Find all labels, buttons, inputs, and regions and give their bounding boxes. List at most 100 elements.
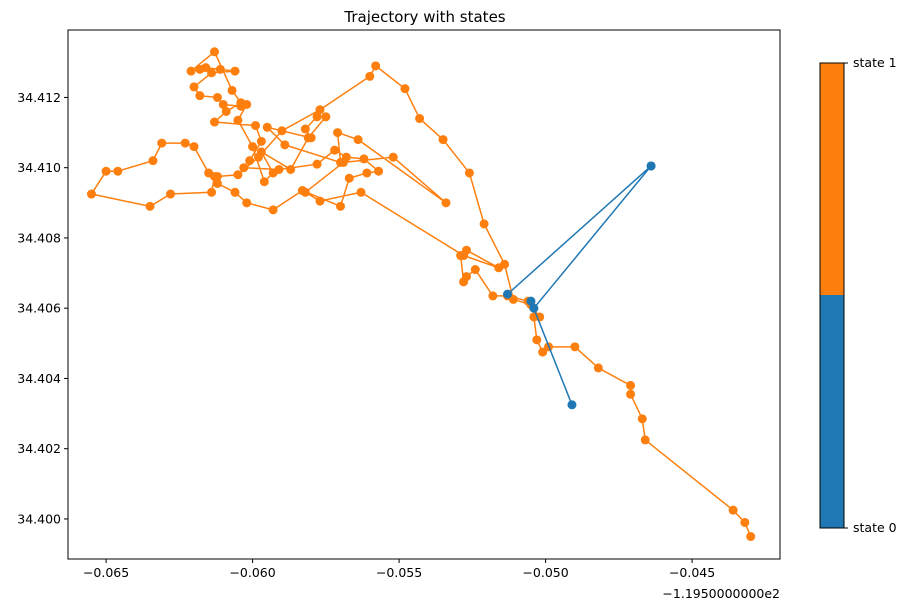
state1-point <box>180 138 190 148</box>
state1-point <box>335 201 345 211</box>
state1-point <box>248 142 258 152</box>
state1-point <box>195 64 205 74</box>
state1-point <box>303 133 313 143</box>
state1-point <box>297 186 307 196</box>
state0-point <box>526 296 536 306</box>
state1-point <box>274 164 284 174</box>
y-tick-label: 34.408 <box>17 230 61 245</box>
state1-point <box>230 187 240 197</box>
state1-point <box>212 171 222 181</box>
state1-point <box>218 99 228 109</box>
state1-point <box>371 61 381 71</box>
state1-point <box>189 142 199 152</box>
y-tick-label: 34.404 <box>17 371 61 386</box>
state1-point <box>230 66 240 76</box>
state1-point <box>359 154 369 164</box>
state1-point <box>315 196 325 206</box>
state1-point <box>210 117 220 127</box>
state1-point <box>532 335 542 345</box>
state1-point <box>300 124 310 134</box>
state1-point <box>236 98 246 108</box>
state1-point <box>195 91 205 101</box>
state1-point <box>470 265 480 275</box>
state0-trajectory-line <box>533 165 652 309</box>
state1-point <box>221 106 231 116</box>
state1-point <box>388 152 398 162</box>
state1-point <box>233 115 243 125</box>
x-tick-label: −0.055 <box>376 565 422 580</box>
state1-point <box>86 189 96 199</box>
state1-point <box>637 414 647 424</box>
state1-point <box>186 66 196 76</box>
state1-point <box>365 71 375 81</box>
state1-point <box>400 84 410 94</box>
state1-point <box>253 152 263 162</box>
y-tick-label: 34.410 <box>17 160 61 175</box>
state1-point <box>330 145 340 155</box>
plot-frame <box>67 29 781 560</box>
state1-point <box>356 187 366 197</box>
colorbar-frame <box>819 62 845 529</box>
state1-point <box>239 163 249 173</box>
state1-point <box>207 68 217 78</box>
state1-point <box>459 251 469 261</box>
state1-point <box>280 140 290 150</box>
state1-point <box>740 517 750 527</box>
state1-point <box>207 187 217 197</box>
state1-point <box>242 198 252 208</box>
state1-point <box>488 291 498 301</box>
state1-point <box>113 166 123 176</box>
state1-point <box>145 201 155 211</box>
state1-point <box>333 128 343 138</box>
state1-point <box>312 159 322 169</box>
state1-point <box>353 135 363 145</box>
state1-point <box>212 179 222 189</box>
state1-point <box>640 435 650 445</box>
state1-point <box>277 126 287 136</box>
state1-point <box>148 156 158 166</box>
state1-point <box>315 105 325 115</box>
state1-point <box>344 173 354 183</box>
colorbar-label-state0: state 0 <box>853 520 897 535</box>
state1-point <box>415 114 425 124</box>
state1-point <box>166 189 176 199</box>
state1-point <box>374 166 384 176</box>
state1-point <box>212 92 222 102</box>
plot-area: −0.065 −0.060 −0.055 −0.050 −0.045 34.40034.… <box>17 29 781 580</box>
y-tick-label: 34.402 <box>17 441 61 456</box>
state1-point <box>593 363 603 373</box>
state0-point <box>567 400 577 410</box>
state1-point <box>335 157 345 167</box>
state1-point <box>101 166 111 176</box>
colorbar: state 1 state 0 <box>819 55 897 535</box>
state1-point <box>215 64 225 74</box>
state1-point <box>362 168 372 178</box>
colorbar-label-state1: state 1 <box>853 55 897 70</box>
state1-point <box>341 152 351 162</box>
x-tick-label: −0.045 <box>669 565 715 580</box>
state1-point <box>157 138 167 148</box>
x-tick-label: −0.050 <box>522 565 568 580</box>
state1-point <box>256 136 266 146</box>
state0-point <box>646 161 656 171</box>
x-offset-text: −1.1950000000e2 <box>662 586 780 601</box>
state1-point <box>262 122 272 132</box>
state1-point <box>626 380 636 390</box>
state1-point <box>233 170 243 180</box>
colorbar-state0-segment <box>820 295 844 528</box>
state1-point <box>286 164 296 174</box>
colorbar-state1-segment <box>820 63 844 295</box>
state1-point <box>538 347 548 357</box>
series-layer <box>86 47 756 542</box>
state1-point <box>570 342 580 352</box>
y-tick-label: 34.400 <box>17 511 61 526</box>
state1-point <box>746 532 756 542</box>
state1-point <box>438 135 448 145</box>
y-tick-label: 34.406 <box>17 301 61 316</box>
state1-point <box>459 277 469 287</box>
state1-point <box>259 177 269 187</box>
x-axis: −0.065 −0.060 −0.055 −0.050 −0.045 <box>83 559 715 580</box>
state1-point <box>312 112 322 122</box>
state1-point <box>508 294 518 304</box>
